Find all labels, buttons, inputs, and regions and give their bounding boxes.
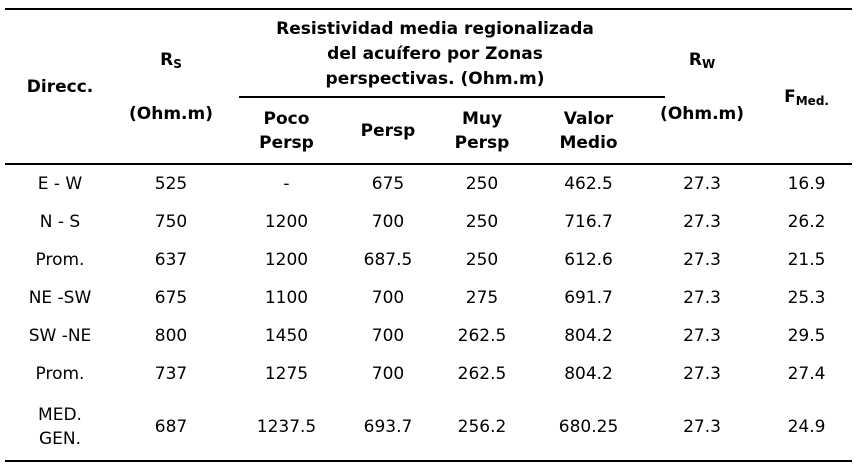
cell-valor-medio: 716.7: [564, 212, 613, 232]
cell-rw: 27.3: [683, 326, 721, 346]
cell-muy-persp: 250: [465, 250, 499, 270]
cell-persp: 687.5: [363, 250, 413, 270]
cell-valor-medio: 612.6: [564, 250, 613, 270]
col-header-poco-persp: Poco Persp: [259, 108, 314, 153]
table-header: Direcc. RS (Ohm.m) Resistividad media re…: [5, 9, 852, 164]
table-row: N - S 750 1200 700 250 716.7 27.3 26.2: [5, 203, 852, 241]
table-row: SW -NE 800 1450 700 262.5 804.2 27.3 29.5: [5, 317, 852, 355]
col-header-persp: Persp: [360, 120, 416, 141]
cell-rw: 27.3: [683, 250, 721, 270]
col-header-fmed: FMed.: [761, 9, 852, 164]
rs-subscript: S: [173, 56, 182, 71]
cell-direcc: SW -NE: [28, 326, 92, 346]
rs-unit: (Ohm.m): [129, 103, 213, 124]
cell-rs: 675: [154, 288, 188, 308]
cell-poco-persp: -: [283, 174, 290, 194]
cell-valor-medio: 804.2: [564, 326, 613, 346]
col-header-direcc: Direcc.: [26, 76, 94, 97]
rw-subscript: W: [701, 56, 716, 71]
cell-persp: 700: [371, 212, 405, 232]
cell-fmed: 24.9: [787, 416, 826, 437]
cell-muy-persp: 250: [465, 174, 499, 194]
cell-poco-persp: 1100: [264, 288, 309, 308]
cell-fmed: 16.9: [787, 174, 826, 194]
cell-fmed: 26.2: [787, 212, 826, 232]
cell-poco-persp: 1237.5: [256, 416, 317, 437]
cell-persp: 675: [371, 174, 405, 194]
rw-symbol: R: [688, 49, 702, 70]
cell-persp: 700: [371, 288, 405, 308]
cell-rs: 637: [154, 250, 188, 270]
cell-fmed: 27.4: [787, 364, 826, 384]
table-row: NE -SW 675 1100 700 275 691.7 27.3 25.3: [5, 279, 852, 317]
cell-fmed: 25.3: [787, 288, 826, 308]
fmed-subscript: Med.: [795, 93, 829, 108]
cell-poco-persp: 1200: [264, 212, 309, 232]
cell-muy-persp: 262.5: [457, 326, 507, 346]
cell-rw: 27.3: [683, 212, 721, 232]
cell-poco-persp: 1275: [264, 364, 309, 384]
cell-muy-persp: 250: [465, 212, 499, 232]
cell-rw: 27.3: [683, 416, 721, 437]
col-header-muy-persp: Muy Persp: [454, 108, 510, 153]
cell-rw: 27.3: [683, 288, 721, 308]
header-row-top: Direcc. RS (Ohm.m) Resistividad media re…: [5, 9, 852, 124]
cell-direcc: Prom.: [35, 250, 85, 270]
cell-fmed: 29.5: [787, 326, 826, 346]
cell-rs: 687: [154, 416, 188, 437]
cell-persp: 700: [371, 364, 405, 384]
table-row: Prom. 737 1275 700 262.5 804.2 27.3 27.4: [5, 355, 852, 393]
col-header-valor-medio: Valor Medio: [559, 108, 618, 153]
cell-direcc: E - W: [37, 174, 83, 194]
table-body: E - W 525 - 675 250 462.5 27.3 16.9 N - S 750 1200…: [5, 164, 853, 461]
cell-rw: 27.3: [683, 364, 721, 384]
cell-muy-persp: 262.5: [457, 364, 507, 384]
table-row: Prom. 637 1200 687.5 250 612.6 27.3 21.5: [5, 241, 852, 279]
rs-symbol: R: [160, 49, 174, 70]
cell-rs: 750: [154, 212, 188, 232]
cell-poco-persp: 1450: [264, 326, 309, 346]
col-group-resistividad-media: Resistividad media regionalizada del acu…: [227, 9, 666, 98]
col-header-rs: RS (Ohm.m): [115, 9, 227, 164]
cell-fmed: 21.5: [787, 250, 826, 270]
rw-unit: (Ohm.m): [660, 103, 745, 124]
cell-rs: 800: [154, 326, 188, 346]
cell-direcc: NE -SW: [28, 288, 92, 308]
table-row: MED. GEN. 687 1237.5 693.7 256.2 680.25 27.3 24…: [5, 393, 852, 461]
cell-rs: 737: [154, 364, 188, 384]
cell-valor-medio: 691.7: [564, 288, 613, 308]
cell-direcc: N - S: [39, 212, 81, 232]
cell-valor-medio: 804.2: [564, 364, 613, 384]
cell-direcc: MED. GEN.: [38, 404, 82, 449]
cell-valor-medio: 680.25: [558, 416, 619, 437]
rs-symbol-line: RS: [117, 47, 225, 77]
cell-poco-persp: 1200: [264, 250, 309, 270]
cell-rs: 525: [154, 174, 188, 194]
cell-persp: 700: [371, 326, 405, 346]
col-header-rw: RW (Ohm.m): [643, 9, 761, 164]
cell-muy-persp: 256.2: [457, 416, 507, 437]
cell-persp: 693.7: [363, 416, 413, 437]
cell-rw: 27.3: [683, 174, 721, 194]
cell-valor-medio: 462.5: [564, 174, 613, 194]
table-row: E - W 525 - 675 250 462.5 27.3 16.9: [5, 164, 852, 203]
cell-direcc: Prom.: [35, 364, 85, 384]
rw-symbol-line: RW: [645, 47, 759, 77]
header-row-sub: Poco Persp Persp Muy Persp Valor Medio: [5, 98, 852, 164]
fmed-symbol: F: [784, 86, 796, 107]
resistivity-table: Direcc. RS (Ohm.m) Resistividad media re…: [5, 8, 853, 462]
cell-muy-persp: 275: [465, 288, 499, 308]
